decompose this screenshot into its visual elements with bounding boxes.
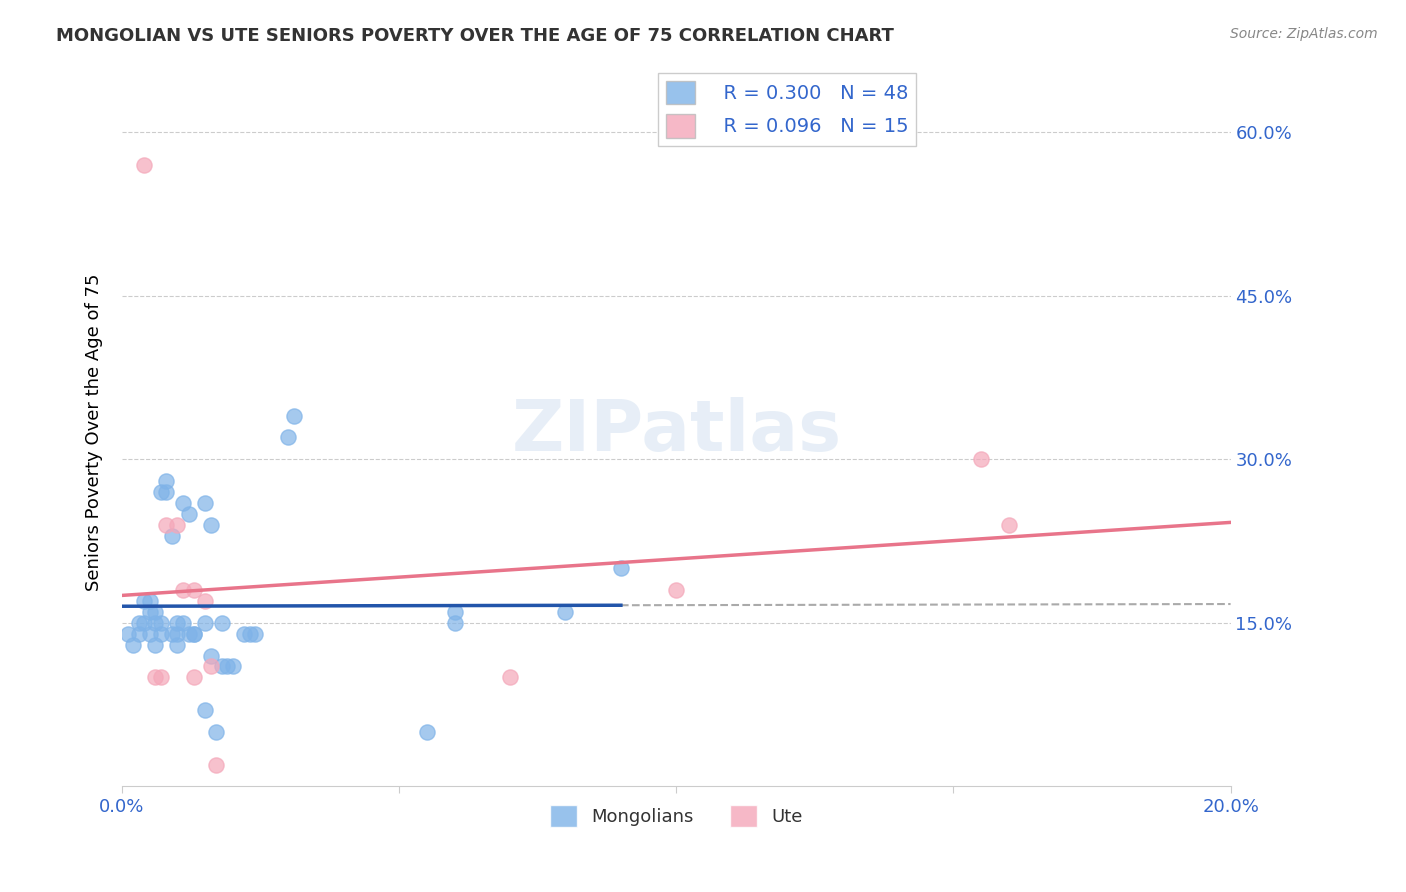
Point [200,648,222,663]
Point [238,626,260,640]
Point [128,626,150,640]
Point [143,605,166,619]
Point [143,615,166,630]
Text: MONGOLIAN VS UTE SENIORS POVERTY OVER THE AGE OF 75 CORRELATION CHART: MONGOLIAN VS UTE SENIORS POVERTY OVER TH… [56,27,894,45]
Point [139,626,162,640]
Point [155,485,177,500]
Point [499,670,522,684]
Point [443,615,465,630]
Point [139,605,162,619]
Point [177,626,200,640]
Point [134,594,156,608]
Point [205,757,228,772]
Point [139,594,162,608]
Point [149,670,172,684]
Point [122,638,145,652]
Point [166,638,188,652]
Point [166,517,188,532]
Point [183,626,205,640]
Point [166,615,188,630]
Legend: Mongolians, Ute: Mongolians, Ute [543,797,810,834]
Point [443,605,465,619]
Point [134,158,156,172]
Point [128,615,150,630]
Point [183,583,205,598]
Point [117,626,139,640]
Point [155,517,177,532]
Point [283,409,305,423]
Point [177,507,200,521]
Point [233,626,256,640]
Text: ZIPatlas: ZIPatlas [512,398,841,467]
Point [200,659,222,673]
Point [194,496,217,510]
Point [998,517,1021,532]
Point [277,430,299,444]
Point [134,615,156,630]
Point [217,659,239,673]
Point [166,626,188,640]
Point [183,626,205,640]
Point [970,452,993,467]
Point [610,561,633,575]
Y-axis label: Seniors Poverty Over the Age of 75: Seniors Poverty Over the Age of 75 [86,273,103,591]
Point [194,703,217,717]
Point [416,725,439,739]
Point [200,517,222,532]
Point [172,583,194,598]
Point [211,659,233,673]
Point [222,659,245,673]
Point [155,474,177,488]
Point [143,670,166,684]
Point [149,615,172,630]
Point [183,670,205,684]
Point [194,615,217,630]
Point [149,485,172,500]
Point [143,638,166,652]
Text: Source: ZipAtlas.com: Source: ZipAtlas.com [1230,27,1378,41]
Point [172,496,194,510]
Point [160,626,183,640]
Point [172,615,194,630]
Point [211,615,233,630]
Point [665,583,688,598]
Point [243,626,266,640]
Point [194,594,217,608]
Point [554,605,576,619]
Point [205,725,228,739]
Point [160,528,183,542]
Point [149,626,172,640]
